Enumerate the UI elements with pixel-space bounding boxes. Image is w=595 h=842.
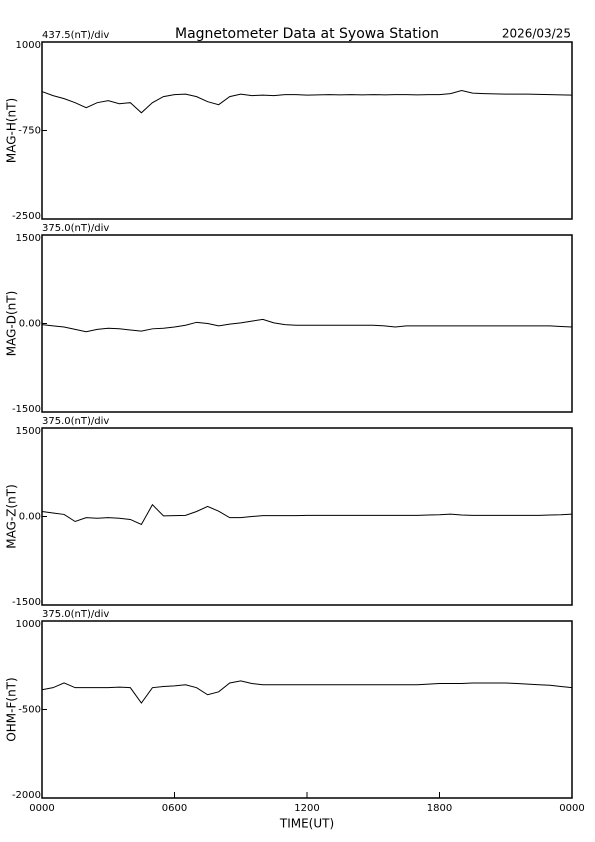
y-tick-label: 0.00 bbox=[19, 319, 41, 330]
data-line bbox=[41, 90, 573, 114]
y-tick-label: 1500 bbox=[16, 233, 41, 244]
plot-frame bbox=[41, 620, 573, 799]
x-tick-label: 1200 bbox=[294, 803, 319, 814]
y-axis-label: MAG-Z(nT) bbox=[5, 484, 19, 549]
data-line bbox=[41, 680, 573, 704]
y-tick-label: 1000 bbox=[16, 619, 41, 630]
panel-scale: 375.0(nT)/div bbox=[42, 416, 109, 427]
plot-frame bbox=[41, 234, 573, 413]
y-tick-label: -500 bbox=[18, 705, 41, 716]
y-tick-label: -1500 bbox=[12, 597, 41, 608]
plot-frame bbox=[41, 41, 573, 220]
y-axis-label: MAG-H(nT) bbox=[5, 98, 19, 163]
y-tick-label: -2500 bbox=[12, 211, 41, 222]
panel-scale: 375.0(nT)/div bbox=[42, 223, 109, 234]
y-tick-label: 1500 bbox=[16, 426, 41, 437]
panel-scale: 437.5(nT)/div bbox=[42, 30, 109, 41]
x-tick-label: 0600 bbox=[162, 803, 187, 814]
plot-frame bbox=[41, 427, 573, 606]
y-tick-label: 1000 bbox=[16, 40, 41, 51]
y-tick-label: 0.00 bbox=[19, 512, 41, 523]
date: 2026/03/25 bbox=[502, 27, 571, 41]
x-axis-label: TIME(UT) bbox=[279, 817, 334, 831]
y-axis-label: OHM-F(nT) bbox=[5, 677, 19, 741]
y-tick-label: -750 bbox=[18, 126, 41, 137]
chart-title: Magnetometer Data at Syowa Station bbox=[175, 26, 439, 42]
x-tick-label: 0000 bbox=[559, 803, 584, 814]
y-tick-label: -2000 bbox=[12, 790, 41, 801]
x-tick-label: 1800 bbox=[427, 803, 452, 814]
data-line bbox=[41, 318, 573, 333]
y-tick-label: -1500 bbox=[12, 404, 41, 415]
panel-scale: 375.0(nT)/div bbox=[42, 609, 109, 620]
x-tick-label: 0000 bbox=[29, 803, 54, 814]
y-axis-label: MAG-D(nT) bbox=[5, 291, 19, 357]
data-line bbox=[41, 503, 573, 526]
